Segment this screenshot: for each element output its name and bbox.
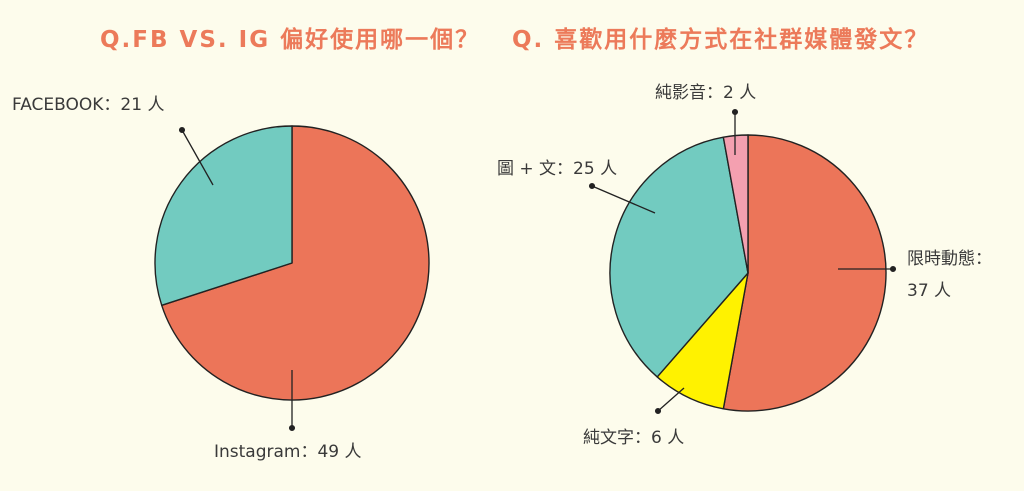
pie-chart-fb-ig xyxy=(154,125,430,401)
leader-line-image-text xyxy=(591,185,656,214)
leader-dot-text-only xyxy=(654,407,662,415)
leader-line-text-only xyxy=(657,387,685,412)
fb-ig-slice-facebook xyxy=(154,125,293,307)
slice-label-instagram: Instagram：49 人 xyxy=(214,442,362,462)
fb-ig-slice-instagram xyxy=(161,125,430,401)
post-method-slice-圖-+-文 xyxy=(609,136,749,378)
slice-label-video: 純影音：2 人 xyxy=(655,83,756,103)
pie-chart-post-method xyxy=(609,134,887,412)
leader-dot-facebook xyxy=(178,126,186,134)
chart-title-post-method: Q. 喜歡用什麼方式在社群媒體發文？ xyxy=(512,27,930,53)
chart-title-fb-ig: Q.FB VS. IG 偏好使用哪一個？ xyxy=(100,27,481,53)
leader-dot-stories xyxy=(889,265,897,273)
leader-dot-video xyxy=(731,108,739,116)
leader-line-facebook xyxy=(181,129,214,186)
leader-dot-image-text xyxy=(588,182,596,190)
slice-label-stories-line2: 37 人 xyxy=(907,281,951,301)
slice-label-image-text: 圖 + 文：25 人 xyxy=(497,159,617,179)
slice-label-facebook: FACEBOOK：21 人 xyxy=(12,95,164,115)
slice-label-text-only: 純文字：6 人 xyxy=(583,428,684,448)
post-method-slice-限時動態 xyxy=(722,134,887,412)
leader-dot-instagram xyxy=(288,424,296,432)
slice-label-stories-line1: 限時動態： xyxy=(907,249,992,269)
